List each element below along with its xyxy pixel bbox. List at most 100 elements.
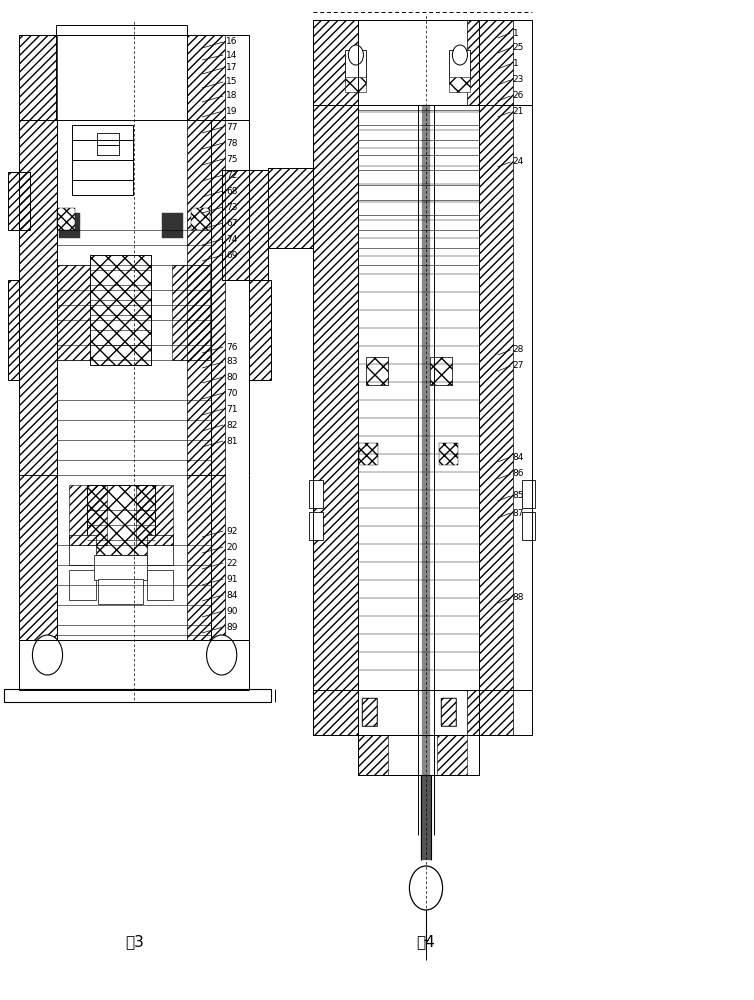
Bar — [345, 77, 366, 92]
Bar — [90, 255, 151, 365]
Bar — [8, 280, 19, 380]
Bar — [98, 579, 143, 604]
Text: 24: 24 — [513, 157, 524, 166]
Text: 77: 77 — [226, 122, 238, 131]
Circle shape — [452, 45, 467, 65]
Bar — [57, 208, 75, 230]
Bar — [69, 485, 107, 545]
Bar — [421, 775, 431, 860]
Text: 85: 85 — [513, 491, 524, 500]
Bar — [19, 475, 57, 640]
Text: 81: 81 — [226, 436, 238, 446]
Text: 28: 28 — [513, 346, 524, 355]
Text: 27: 27 — [513, 361, 524, 370]
Bar — [97, 133, 119, 155]
Bar — [162, 213, 183, 238]
Bar — [362, 698, 377, 726]
Circle shape — [348, 45, 363, 65]
Circle shape — [207, 635, 237, 675]
Bar — [309, 512, 323, 540]
Bar — [187, 475, 225, 640]
Text: 75: 75 — [226, 154, 238, 163]
Bar — [8, 172, 30, 230]
Text: 1: 1 — [513, 60, 519, 68]
Text: 87: 87 — [513, 508, 524, 518]
Bar — [439, 443, 458, 465]
Text: 80: 80 — [226, 372, 238, 381]
Bar — [8, 172, 30, 230]
Text: 83: 83 — [226, 358, 238, 366]
Bar — [69, 570, 96, 600]
Text: 22: 22 — [226, 558, 238, 568]
Bar — [358, 735, 479, 775]
Bar — [187, 120, 225, 475]
Bar — [345, 50, 366, 82]
Bar — [422, 105, 430, 835]
Bar — [359, 443, 378, 465]
Text: 16: 16 — [226, 37, 238, 46]
Bar — [19, 35, 249, 120]
Bar — [249, 280, 271, 380]
Bar — [449, 50, 470, 82]
Bar — [430, 357, 452, 385]
Bar — [313, 105, 358, 690]
Bar — [313, 20, 532, 105]
Text: 17: 17 — [226, 64, 238, 73]
Bar — [441, 698, 456, 726]
Circle shape — [32, 635, 63, 675]
Bar — [69, 535, 96, 565]
Bar — [467, 105, 513, 690]
Bar — [147, 570, 173, 600]
Bar — [522, 512, 535, 540]
Bar — [522, 480, 535, 508]
Bar — [430, 357, 452, 385]
Text: 67: 67 — [226, 219, 238, 228]
Text: 70: 70 — [226, 388, 238, 397]
Text: 26: 26 — [513, 92, 524, 101]
Text: 72: 72 — [226, 170, 238, 180]
Bar — [313, 20, 358, 105]
Text: 21: 21 — [513, 107, 524, 116]
Text: 20: 20 — [226, 542, 238, 552]
Text: 71: 71 — [226, 404, 238, 414]
Bar — [268, 168, 313, 248]
Bar — [362, 698, 377, 726]
Text: 19: 19 — [226, 106, 238, 115]
Bar — [72, 125, 133, 195]
Text: 73: 73 — [226, 202, 238, 212]
Text: 1: 1 — [513, 28, 519, 37]
Bar — [19, 35, 57, 120]
Text: 69: 69 — [226, 250, 238, 259]
Bar — [90, 255, 151, 365]
Text: 88: 88 — [513, 593, 524, 602]
Text: 68: 68 — [226, 186, 238, 196]
Bar — [147, 535, 173, 565]
Text: 84: 84 — [226, 590, 238, 599]
Text: 图3: 图3 — [124, 934, 144, 950]
Bar — [19, 120, 57, 475]
Bar — [4, 689, 271, 702]
Bar — [366, 357, 388, 385]
Text: 86: 86 — [513, 470, 524, 479]
Bar — [136, 485, 173, 545]
Text: 92: 92 — [226, 526, 238, 536]
Bar — [467, 20, 513, 105]
Bar — [313, 690, 358, 735]
Text: 91: 91 — [226, 574, 238, 584]
Text: 图4: 图4 — [417, 934, 435, 950]
Bar — [449, 77, 470, 92]
Text: 89: 89 — [226, 622, 238, 632]
Bar — [191, 208, 210, 230]
Bar — [87, 485, 155, 555]
Bar — [19, 640, 249, 690]
Text: 15: 15 — [226, 78, 238, 87]
Bar — [358, 735, 388, 775]
Bar — [57, 265, 94, 360]
Circle shape — [409, 866, 443, 910]
Bar — [313, 690, 532, 735]
Text: 18: 18 — [226, 92, 238, 101]
Text: 74: 74 — [226, 234, 238, 243]
Bar — [94, 555, 147, 580]
Text: 14: 14 — [226, 50, 238, 60]
Text: 90: 90 — [226, 606, 238, 615]
